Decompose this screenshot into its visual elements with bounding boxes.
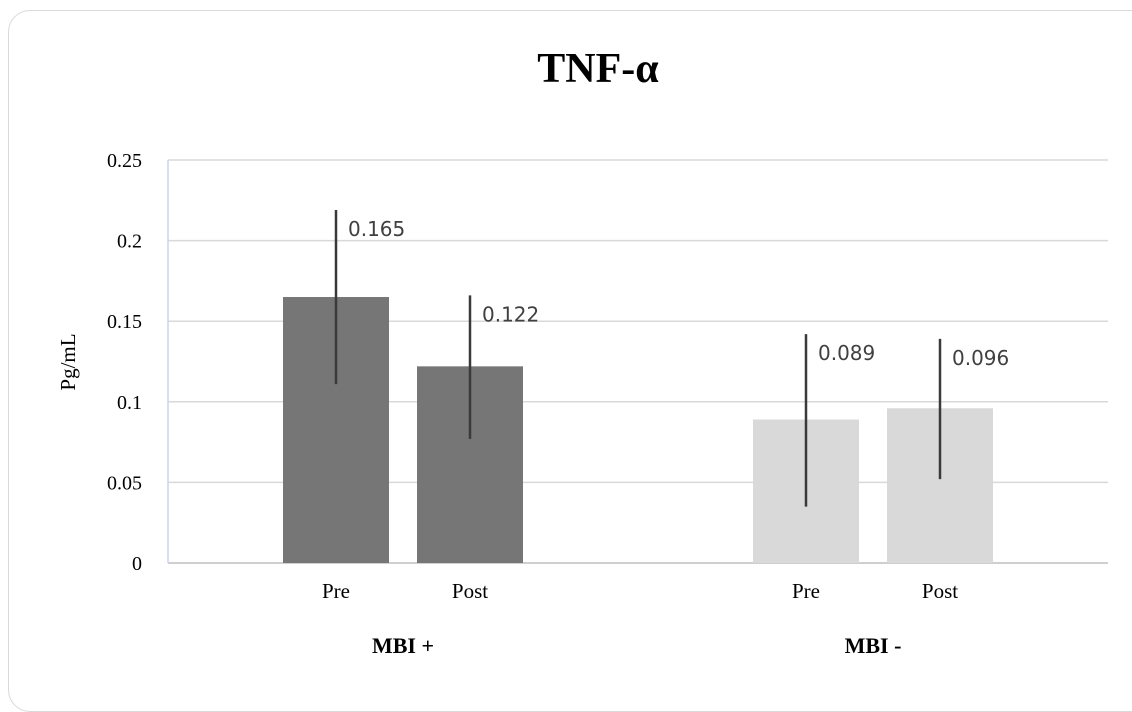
bar-series <box>283 297 993 563</box>
y-tick-label: 0 <box>132 553 142 575</box>
category-label: Post <box>452 579 488 603</box>
y-axis-label: Pg/mL <box>56 333 80 390</box>
group-label: MBI - <box>845 633 902 657</box>
y-tick-label: 0.25 <box>107 150 142 172</box>
category-labels: Pre Post Pre Post <box>322 579 958 603</box>
group-labels: MBI + MBI - <box>372 633 901 657</box>
category-label: Post <box>922 579 958 603</box>
tnf-alpha-bar-chart: TNF-α Pg/mL 00.050.10.150.20.25 0.1650.1… <box>56 46 1108 657</box>
data-labels: 0.165 0.122 0.089 0.096 <box>348 217 1009 370</box>
data-label: 0.122 <box>482 302 539 326</box>
y-tick-labels: 0 0.05 0.1 0.15 0.2 0.25 <box>107 150 142 575</box>
data-label: 0.165 <box>348 217 405 241</box>
category-label: Pre <box>792 579 820 603</box>
chart-title: TNF-α <box>537 46 659 92</box>
data-label: 0.096 <box>952 346 1009 370</box>
group-label: MBI + <box>372 633 434 657</box>
error-bars <box>334 209 942 507</box>
data-label: 0.089 <box>818 341 875 365</box>
y-tick-label: 0.15 <box>107 311 142 333</box>
y-tick-label: 0.05 <box>107 472 142 494</box>
y-tick-label: 0.2 <box>117 231 142 253</box>
chart-frame <box>8 10 1132 712</box>
y-tick-label: 0.1 <box>117 392 142 414</box>
category-label: Pre <box>322 579 350 603</box>
